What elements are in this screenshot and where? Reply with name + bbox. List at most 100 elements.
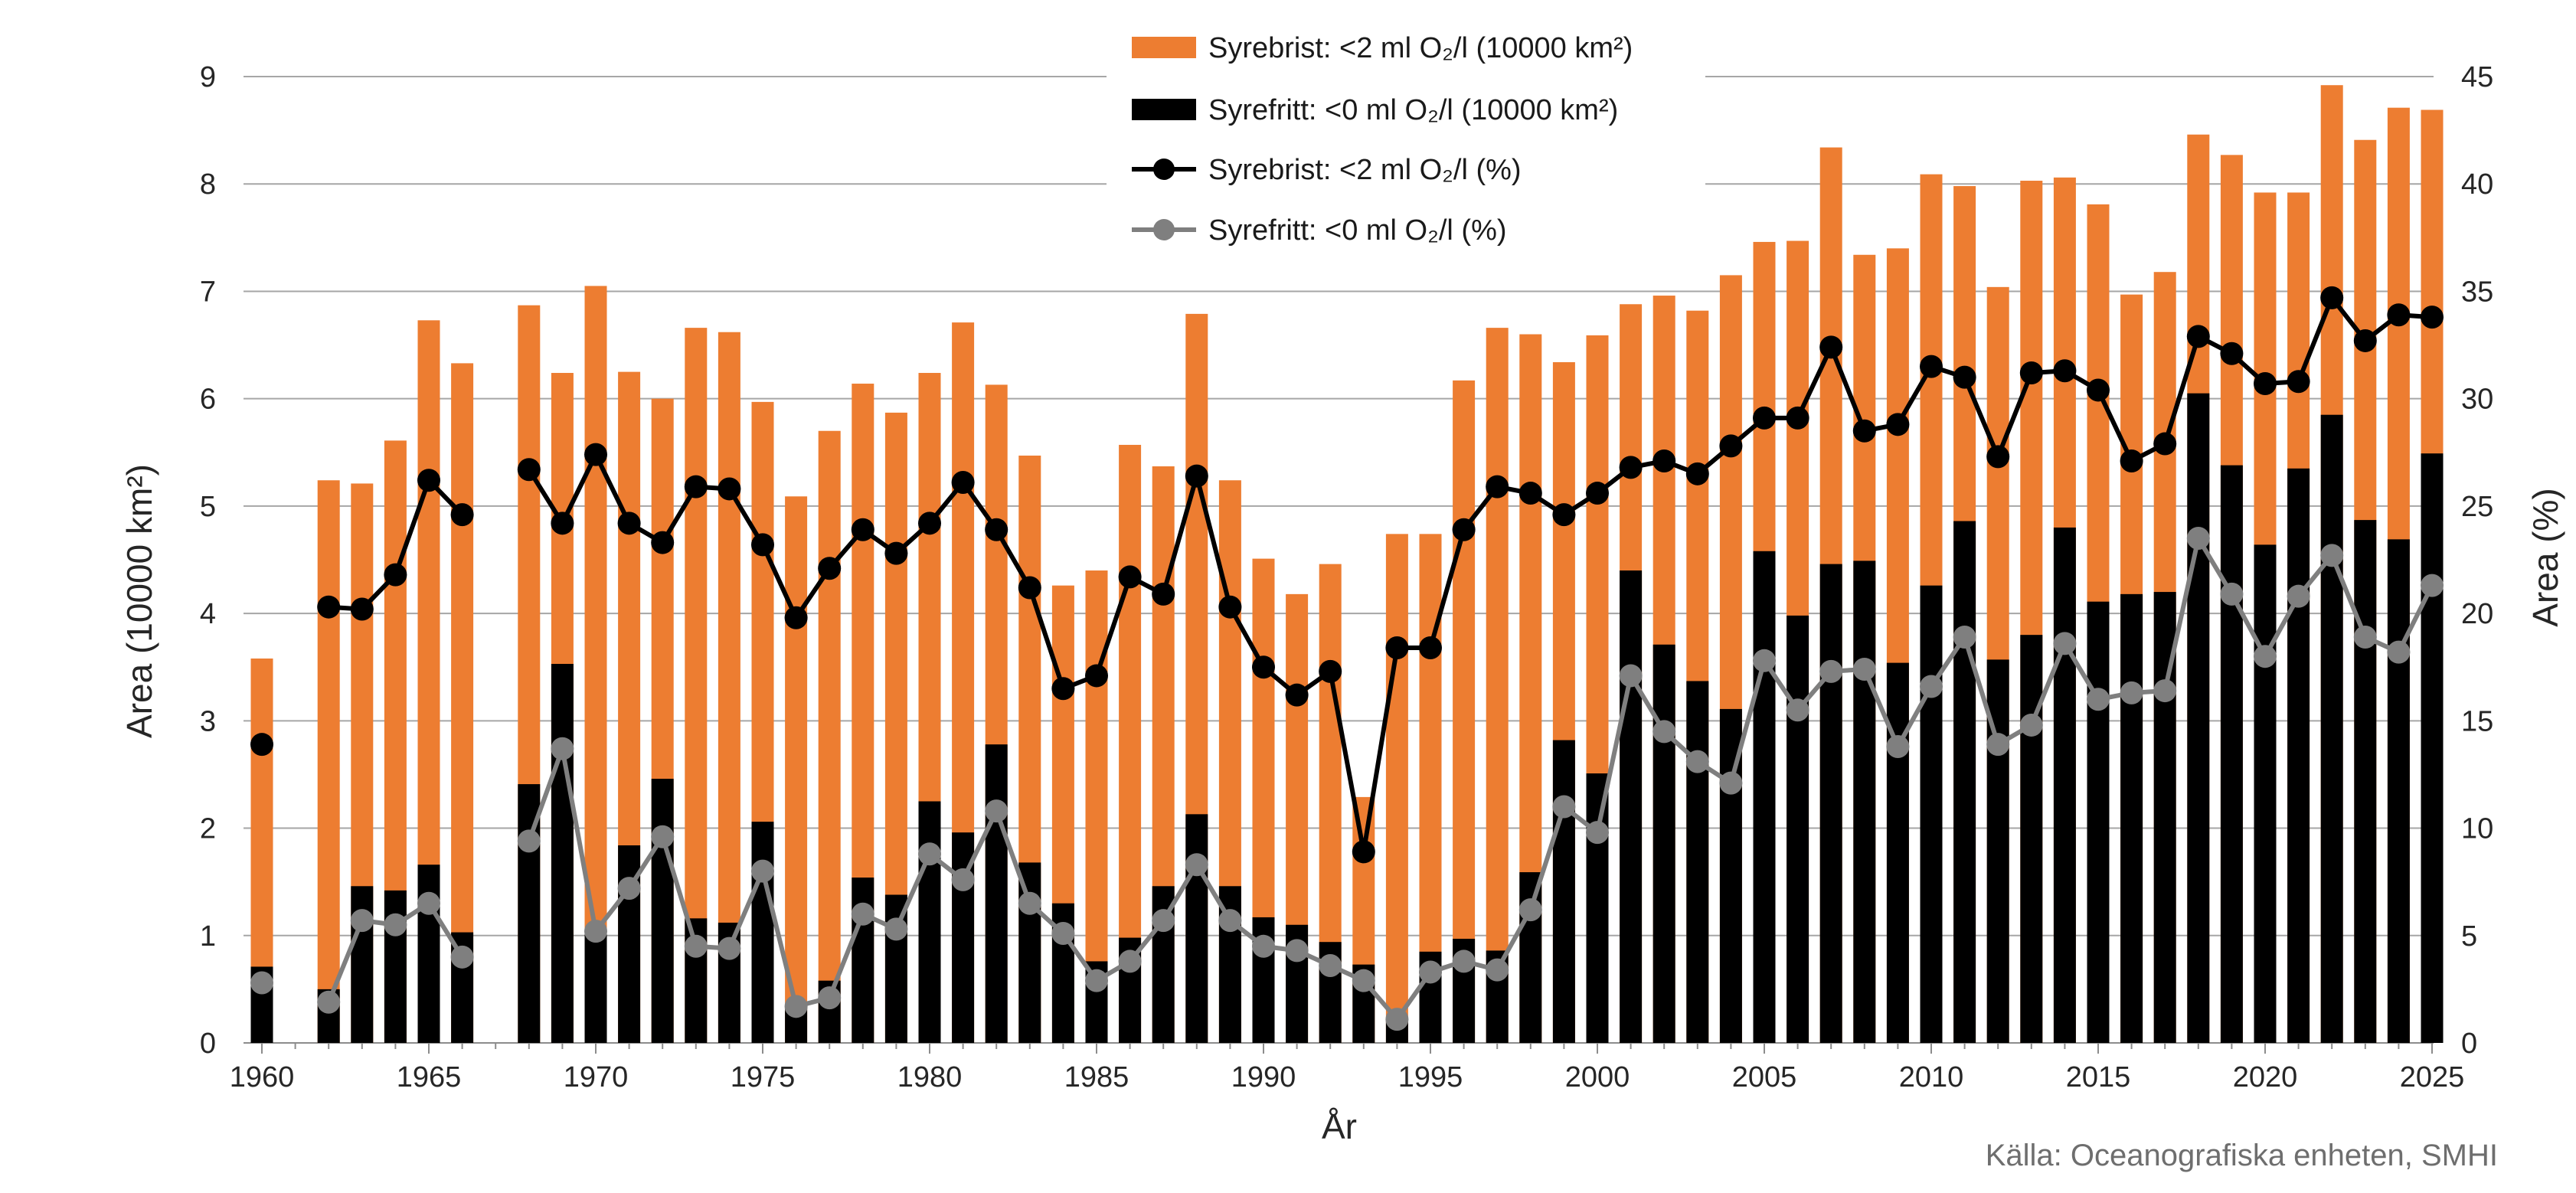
- syrefritt-pct-point-1992: [1319, 954, 1342, 978]
- bar-syrefritt-2016: [2120, 593, 2143, 1043]
- syrefritt-pct-point-1982: [985, 799, 1008, 823]
- legend-swatch-1: [1132, 99, 1196, 120]
- bar-syrebrist-1994: [1385, 534, 1408, 1043]
- syrebrist-pct-point-1984: [1051, 677, 1075, 701]
- syrebrist-pct-point-1982: [985, 518, 1008, 541]
- syrebrist-pct-point-2016: [2120, 449, 2143, 472]
- syrebrist-pct-point-2024: [2387, 303, 2411, 327]
- syrefritt-pct-point-2009: [1886, 734, 1910, 758]
- syrebrist-pct-point-2022: [2320, 286, 2344, 309]
- syrebrist-pct-point-1964: [384, 563, 407, 587]
- syrefritt-pct-point-2017: [2153, 679, 2177, 703]
- syrefritt-pct-point-1978: [851, 902, 874, 926]
- syrefritt-pct-point-1981: [951, 868, 975, 891]
- bar-syrefritt-1975: [751, 822, 774, 1043]
- x-tick-label: 2020: [2233, 1061, 2298, 1093]
- syrebrist-pct-point-1992: [1319, 659, 1342, 683]
- syrefritt-pct-point-1980: [918, 842, 941, 866]
- syrebrist-pct-point-2012: [1986, 445, 2010, 469]
- syrefritt-pct-point-1999: [1552, 795, 1576, 819]
- bar-syrefritt-1972: [651, 779, 674, 1043]
- y-right-tick-label: 45: [2461, 61, 2493, 93]
- syrebrist-pct-point-1997: [1486, 475, 1509, 498]
- syrefritt-pct-point-1975: [751, 859, 774, 883]
- syrefritt-pct-point-1986: [1118, 949, 1142, 973]
- bar-syrefritt-2013: [2020, 635, 2043, 1043]
- bar-syrebrist-1977: [818, 430, 841, 1043]
- y-right-tick-label: 0: [2461, 1028, 2477, 1060]
- syrefritt-pct-point-1983: [1018, 891, 1041, 915]
- legend-box: [1107, 15, 1705, 257]
- syrebrist-pct-point-1965: [417, 469, 440, 492]
- syrefritt-pct-point-1964: [384, 913, 407, 936]
- bar-syrefritt-2020: [2254, 544, 2277, 1043]
- bar-syrefritt-2001: [1620, 570, 1643, 1043]
- syrefritt-pct-point-2022: [2320, 544, 2344, 567]
- syrefritt-pct-point-1974: [718, 936, 741, 960]
- syrebrist-pct-point-1987: [1152, 582, 1175, 606]
- bar-syrebrist-1970: [584, 286, 607, 1043]
- syrefritt-pct-point-1979: [884, 917, 908, 941]
- bar-syrebrist-1997: [1486, 328, 1509, 1043]
- syrefritt-pct-point-1965: [417, 891, 440, 915]
- y-left-tick-label: 2: [200, 813, 216, 845]
- syrebrist-pct-point-1999: [1552, 503, 1576, 527]
- syrebrist-pct-line: [329, 295, 2433, 855]
- bar-syrefritt-2015: [2087, 601, 2110, 1043]
- syrebrist-pct-point-1963: [350, 597, 374, 621]
- syrefritt-pct-point-2021: [2287, 584, 2310, 608]
- syrebrist-pct-point-1991: [1285, 683, 1309, 707]
- syrefritt-pct-point-1973: [684, 934, 708, 958]
- syrebrist-pct-point-1981: [951, 471, 975, 495]
- syrefritt-pct-point-1970: [584, 920, 607, 943]
- syrefritt-pct-point-2020: [2254, 645, 2277, 668]
- syrebrist-pct-point-2007: [1819, 335, 1843, 359]
- line-series: [250, 286, 2444, 1031]
- bar-syrebrist-1966: [451, 363, 474, 1044]
- bar-syrefritt-2008: [1853, 561, 1876, 1043]
- bar-syrefritt-2006: [1787, 615, 1809, 1043]
- syrefritt-pct-point-2005: [1753, 649, 1776, 672]
- syrefritt-pct-point-2019: [2220, 582, 2244, 606]
- bar-syrefritt-1998: [1519, 872, 1542, 1043]
- syrebrist-pct-point-2021: [2287, 370, 2310, 394]
- bar-syrefritt-2010: [1920, 585, 1943, 1043]
- syrebrist-pct-point-2006: [1786, 406, 1809, 430]
- syrebrist-pct-point-1975: [751, 533, 774, 557]
- syrefritt-pct-point-1995: [1419, 960, 1442, 984]
- syrefritt-pct-point-1996: [1452, 949, 1476, 973]
- syrebrist-pct-point-1970: [584, 443, 607, 466]
- syrebrist-pct-point-1980: [918, 512, 941, 535]
- syrebrist-pct-point-2011: [1953, 365, 1976, 389]
- bar-syrefritt-1969: [551, 664, 574, 1043]
- syrebrist-pct-point-2003: [1685, 462, 1709, 485]
- y-right-tick-label: 35: [2461, 276, 2493, 308]
- bar-syrefritt-2018: [2187, 393, 2210, 1043]
- x-tick-label: 1985: [1064, 1061, 1129, 1093]
- bar-syrefritt-2024: [2387, 539, 2410, 1043]
- legend-label-3: Syrefritt: <0 ml O₂/l (%): [1208, 214, 1507, 247]
- syrebrist-pct-point-1966: [450, 503, 474, 527]
- y-axis-right-title: Area (%): [2525, 488, 2565, 626]
- x-tick-label: 1990: [1231, 1061, 1296, 1093]
- syrebrist-pct-point-2019: [2220, 342, 2244, 365]
- syrebrist-pct-point-2020: [2254, 372, 2277, 396]
- syrebrist-pct-point-1978: [851, 518, 874, 541]
- x-tick-label: 1980: [897, 1061, 963, 1093]
- syrebrist-pct-point-2015: [2087, 378, 2110, 402]
- bar-syrefritt-1982: [985, 744, 1008, 1043]
- syrebrist-pct-point-2005: [1753, 406, 1776, 430]
- syrebrist-pct-point-2004: [1719, 434, 1743, 458]
- y-left-tick-label: 0: [200, 1028, 216, 1060]
- syrefritt-pct-point-2001: [1619, 664, 1643, 688]
- syrebrist-pct-point-1990: [1252, 655, 1275, 679]
- syrefritt-pct-point-1971: [617, 877, 641, 900]
- syrebrist-pct-point-1983: [1018, 576, 1041, 600]
- syrefritt-pct-point-2014: [2053, 632, 2077, 655]
- syrefritt-pct-point-1960: [250, 971, 273, 995]
- bar-syrefritt-2021: [2287, 468, 2310, 1043]
- syrefritt-pct-point-2023: [2353, 625, 2377, 649]
- x-axis-title: År: [1322, 1106, 1357, 1146]
- bar-syrefritt-2005: [1753, 551, 1776, 1043]
